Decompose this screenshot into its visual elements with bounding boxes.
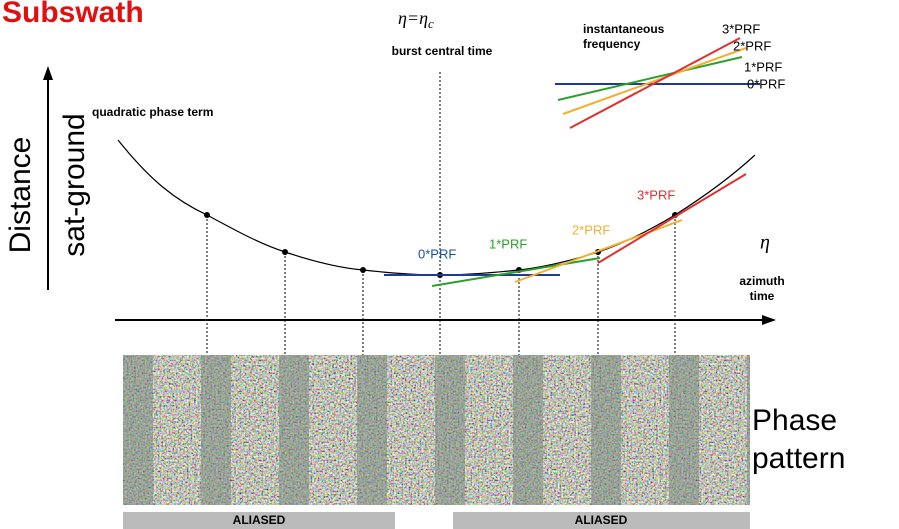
tangent-label: 2*PRF xyxy=(572,222,610,237)
x-arrow xyxy=(762,315,776,325)
legend-line xyxy=(563,48,746,114)
aliased-label: ALIASED xyxy=(575,513,628,527)
text-line: frequency xyxy=(583,37,641,51)
aliased-label: ALIASED xyxy=(233,513,286,527)
curve-label: quadratic phase term xyxy=(92,105,213,119)
tangent-label: 1*PRF xyxy=(489,236,527,251)
legend-item: 0*PRF xyxy=(747,76,785,91)
text-line: pattern xyxy=(752,442,845,475)
legend-item: 2*PRF xyxy=(733,38,771,53)
diagram: Subswath Distance sat-ground quadratic p… xyxy=(0,0,899,529)
center-symbol: η=ηc xyxy=(398,8,434,31)
tangent-label: 3*PRF xyxy=(637,187,675,202)
legend-item: 3*PRF xyxy=(722,21,760,36)
phase-stripes xyxy=(123,355,750,505)
y-label-top: Distance xyxy=(4,137,37,254)
x-symbol: η xyxy=(760,232,770,254)
y-label-bottom: sat-ground xyxy=(58,113,91,256)
center-label: burst central time xyxy=(392,44,493,58)
legend-line xyxy=(558,57,742,100)
tangent-label: 0*PRF xyxy=(418,246,456,261)
title: Subswath xyxy=(2,0,144,29)
y-arrow xyxy=(43,66,53,80)
legend-item: 1*PRF xyxy=(744,59,782,74)
text-line: time xyxy=(750,289,775,303)
